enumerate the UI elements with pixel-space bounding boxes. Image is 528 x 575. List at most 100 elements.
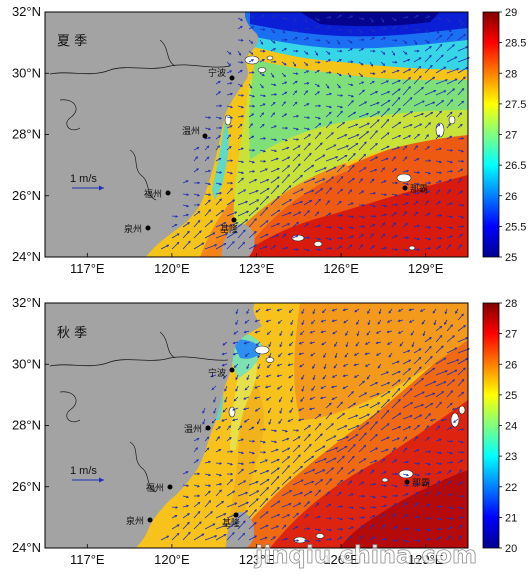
current-vector <box>325 26 331 30</box>
current-vector <box>334 341 338 347</box>
current-vector-head <box>332 331 336 335</box>
current-vector-head <box>231 532 235 535</box>
current-vector-head <box>397 146 400 150</box>
current-vector-head <box>452 379 456 382</box>
current-vector-head <box>449 135 453 139</box>
current-vector <box>457 440 464 443</box>
current-vector <box>433 319 437 325</box>
current-vector-head <box>373 215 377 218</box>
current-vector-head <box>308 142 311 146</box>
current-vector <box>303 491 312 497</box>
current-vector-head <box>429 64 433 68</box>
current-vector-head <box>317 84 321 87</box>
current-vector-head <box>307 527 311 531</box>
current-vector-head <box>301 311 304 315</box>
current-vector <box>365 341 371 345</box>
current-vector-head <box>362 203 366 207</box>
current-vector <box>193 459 199 464</box>
current-vector <box>323 352 327 358</box>
current-vector-head <box>353 152 356 156</box>
current-vector-head <box>340 466 344 470</box>
current-vector <box>325 423 334 431</box>
current-vector-head <box>441 418 444 422</box>
current-vector <box>391 360 400 365</box>
current-vector-head <box>251 16 255 19</box>
current-vector <box>413 39 418 45</box>
current-vector <box>215 473 222 476</box>
current-vector-head <box>417 539 421 543</box>
current-vector <box>193 210 201 217</box>
current-vector-head <box>316 25 320 29</box>
current-vector-head <box>329 412 333 415</box>
current-vector <box>424 346 432 354</box>
current-vector-head <box>342 374 346 378</box>
current-vector-head <box>366 422 370 425</box>
current-vector-head <box>350 526 354 530</box>
current-vector-head <box>287 514 291 517</box>
current-vector <box>292 512 299 519</box>
current-vector <box>303 210 310 217</box>
current-vector <box>292 17 297 23</box>
current-vector <box>435 79 448 85</box>
current-vector-head <box>308 152 312 156</box>
current-vector <box>266 374 272 378</box>
current-vector-head <box>288 310 292 313</box>
current-vector <box>245 352 250 357</box>
current-vector <box>182 513 190 519</box>
current-vector-head <box>449 29 452 33</box>
current-vector-head <box>255 498 259 501</box>
current-vector-head <box>196 438 200 441</box>
current-vector <box>391 503 397 508</box>
current-vector <box>455 308 459 314</box>
current-vector-head <box>308 433 311 437</box>
current-vector-head <box>461 215 464 219</box>
current-vector <box>325 491 330 497</box>
current-vector <box>325 156 338 162</box>
current-vector-head <box>395 193 398 197</box>
current-vector <box>380 17 385 23</box>
current-vector-head <box>256 376 259 380</box>
current-vector <box>254 396 261 399</box>
current-vector-head <box>175 215 179 218</box>
current-vector <box>380 484 387 487</box>
current-vector <box>303 425 311 431</box>
current-vector <box>259 123 265 129</box>
current-vector <box>237 210 249 217</box>
current-vector <box>358 81 364 85</box>
current-vector-head <box>408 77 411 80</box>
current-vector-head <box>384 484 388 487</box>
current-vector-head <box>351 94 354 98</box>
current-vector-head <box>331 308 335 312</box>
current-vector-head <box>393 25 397 29</box>
current-vector-head <box>448 178 452 182</box>
current-vector-head <box>186 193 190 196</box>
current-vector <box>387 319 393 323</box>
current-vector <box>409 319 415 323</box>
current-vector-head <box>265 220 269 223</box>
current-vector <box>457 124 463 129</box>
current-vector <box>391 513 396 519</box>
current-vector <box>380 390 391 398</box>
city-fuzhou: 福州 <box>144 188 162 200</box>
current-vector <box>171 524 180 530</box>
current-vector-head <box>353 375 357 378</box>
current-vector <box>314 69 320 74</box>
current-vector <box>347 425 359 431</box>
current-vector <box>457 244 462 250</box>
current-vector <box>248 179 257 184</box>
current-vector-head <box>422 333 426 337</box>
current-vector <box>215 158 222 162</box>
current-vector-head <box>444 322 447 326</box>
current-vector <box>270 125 277 129</box>
current-vector-head <box>372 72 376 75</box>
current-vector-head <box>452 335 455 338</box>
current-vector-head <box>246 377 250 381</box>
current-vector-head <box>411 344 415 348</box>
current-vector <box>226 437 232 442</box>
current-vector-head <box>239 123 243 127</box>
current-vector <box>325 50 331 55</box>
current-vector-head <box>408 359 412 363</box>
current-vector <box>424 538 431 541</box>
current-vector-head <box>298 211 302 215</box>
current-vector-head <box>311 321 314 325</box>
